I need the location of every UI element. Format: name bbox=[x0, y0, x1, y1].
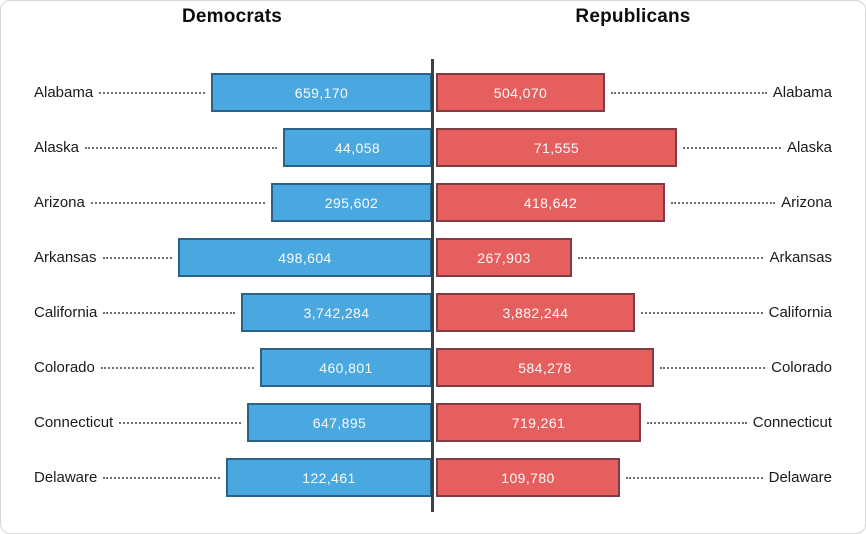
state-label-left: Colorado bbox=[34, 359, 95, 376]
leader-line-left bbox=[90, 201, 265, 204]
rep-bar: 3,882,244 bbox=[436, 293, 635, 332]
democrat-half: California 3,742,284 bbox=[1, 285, 432, 340]
democrat-half: Alaska 44,058 bbox=[1, 120, 432, 175]
leader-line-left bbox=[99, 91, 205, 94]
state-row: Arizona 295,602 418,642 Arizona bbox=[1, 175, 865, 230]
leader-line-left bbox=[102, 256, 172, 259]
state-row: Delaware 122,461 109,780 Delaware bbox=[1, 450, 865, 505]
democrat-half: Delaware 122,461 bbox=[1, 450, 432, 505]
rep-value-label: 71,555 bbox=[533, 139, 580, 156]
rep-value-label: 418,642 bbox=[523, 194, 578, 211]
dem-value-label: 460,801 bbox=[319, 359, 373, 376]
republican-half: 267,903 Arkansas bbox=[436, 230, 865, 285]
dem-bar: 295,602 bbox=[271, 183, 432, 222]
leader-line-right bbox=[660, 366, 766, 369]
dem-bar: 460,801 bbox=[260, 348, 432, 387]
dem-value-label: 498,604 bbox=[278, 249, 332, 266]
democrat-half: Colorado 460,801 bbox=[1, 340, 432, 395]
state-row: Alaska 44,058 71,555 Alaska bbox=[1, 120, 865, 175]
dem-bar: 647,895 bbox=[247, 403, 432, 442]
state-row: Arkansas 498,604 267,903 Arkansas bbox=[1, 230, 865, 285]
state-label-left: Arizona bbox=[34, 194, 85, 211]
rep-value-label: 584,278 bbox=[518, 359, 572, 376]
republican-half: 584,278 Colorado bbox=[436, 340, 865, 395]
leader-line-left bbox=[100, 366, 254, 369]
state-label-left: Alabama bbox=[34, 84, 94, 101]
state-label-left: Delaware bbox=[34, 469, 98, 486]
rep-value-label: 719,261 bbox=[511, 414, 566, 431]
democrat-half: Connecticut 647,895 bbox=[1, 395, 432, 450]
democrat-half: Arkansas 498,604 bbox=[1, 230, 432, 285]
republican-half: 418,642 Arizona bbox=[436, 175, 865, 230]
leader-line-right bbox=[626, 476, 763, 479]
state-label-left: Arkansas bbox=[34, 249, 97, 266]
leader-line-right bbox=[683, 146, 781, 149]
rep-bar: 504,070 bbox=[436, 73, 605, 112]
chart-rows: Alabama 659,170 504,070 Alabama Alaska 4… bbox=[1, 65, 865, 505]
rep-bar: 109,780 bbox=[436, 458, 620, 497]
dem-value-label: 3,742,284 bbox=[303, 304, 370, 321]
state-row: California 3,742,284 3,882,244 Californi… bbox=[1, 285, 865, 340]
leader-line-left bbox=[103, 311, 235, 314]
state-label-left: Connecticut bbox=[34, 414, 114, 431]
democrats-column-title: Democrats bbox=[181, 6, 282, 27]
dem-value-label: 659,170 bbox=[294, 84, 349, 101]
leader-line-left bbox=[85, 146, 277, 149]
state-label-right: Connecticut bbox=[752, 414, 832, 431]
state-row: Alabama 659,170 504,070 Alabama bbox=[1, 65, 865, 120]
state-label-left: Alaska bbox=[34, 139, 80, 156]
dem-value-label: 295,602 bbox=[324, 194, 379, 211]
democrat-half: Alabama 659,170 bbox=[1, 65, 432, 120]
state-label-right: Alabama bbox=[772, 84, 832, 101]
rep-bar: 267,903 bbox=[436, 238, 572, 277]
state-label-right: Arizona bbox=[781, 194, 832, 211]
republican-half: 3,882,244 California bbox=[436, 285, 865, 340]
rep-value-label: 3,882,244 bbox=[502, 304, 569, 321]
republican-half: 71,555 Alaska bbox=[436, 120, 865, 175]
dem-bar: 498,604 bbox=[178, 238, 432, 277]
rep-value-label: 504,070 bbox=[493, 84, 548, 101]
republicans-column-title: Republicans bbox=[575, 6, 691, 27]
rep-value-label: 109,780 bbox=[501, 469, 555, 486]
state-row: Connecticut 647,895 719,261 Connecticut bbox=[1, 395, 865, 450]
leader-line-right bbox=[647, 421, 747, 424]
dem-value-label: 647,895 bbox=[312, 414, 367, 431]
rep-value-label: 267,903 bbox=[477, 249, 531, 266]
dem-bar: 659,170 bbox=[211, 73, 432, 112]
state-label-right: Colorado bbox=[771, 359, 832, 376]
state-label-right: Delaware bbox=[768, 469, 832, 486]
leader-line-left bbox=[103, 476, 220, 479]
leader-line-right bbox=[578, 256, 764, 259]
center-axis-line bbox=[431, 59, 434, 512]
republican-half: 504,070 Alabama bbox=[436, 65, 865, 120]
democrat-half: Arizona 295,602 bbox=[1, 175, 432, 230]
state-label-right: California bbox=[768, 304, 832, 321]
dem-bar: 44,058 bbox=[283, 128, 432, 167]
leader-line-right bbox=[671, 201, 776, 204]
rep-bar: 71,555 bbox=[436, 128, 677, 167]
leader-line-left bbox=[119, 421, 241, 424]
dem-bar: 122,461 bbox=[226, 458, 432, 497]
dem-value-label: 44,058 bbox=[334, 139, 381, 156]
state-label-right: Arkansas bbox=[769, 249, 832, 266]
state-row: Colorado 460,801 584,278 Colorado bbox=[1, 340, 865, 395]
leader-line-right bbox=[611, 91, 767, 94]
republican-half: 719,261 Connecticut bbox=[436, 395, 865, 450]
state-label-right: Alaska bbox=[786, 139, 832, 156]
republican-half: 109,780 Delaware bbox=[436, 450, 865, 505]
leader-line-right bbox=[641, 311, 763, 314]
rep-bar: 584,278 bbox=[436, 348, 654, 387]
rep-bar: 719,261 bbox=[436, 403, 641, 442]
dem-value-label: 122,461 bbox=[302, 469, 356, 486]
dem-bar: 3,742,284 bbox=[241, 293, 432, 332]
rep-bar: 418,642 bbox=[436, 183, 665, 222]
state-label-left: California bbox=[34, 304, 98, 321]
